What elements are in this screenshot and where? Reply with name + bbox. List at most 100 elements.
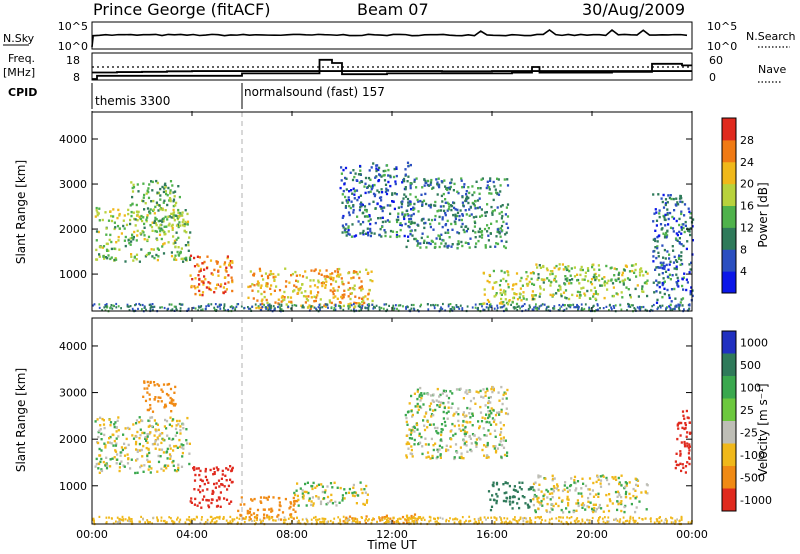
velocity-colorbar-frame	[721, 330, 737, 512]
data-cell	[348, 233, 351, 236]
ground-scatter-cell	[396, 518, 399, 521]
data-cell	[131, 233, 134, 236]
data-cell	[663, 292, 666, 296]
data-cell	[179, 250, 182, 254]
data-cell	[301, 492, 304, 495]
data-cell	[307, 305, 310, 309]
data-cell	[485, 445, 488, 448]
data-cell	[460, 179, 463, 182]
data-cell	[680, 251, 683, 254]
data-cell	[189, 231, 192, 234]
ground-scatter-cell	[315, 520, 318, 523]
data-cell	[386, 189, 390, 192]
ground-scatter-cell	[633, 307, 636, 310]
data-cell	[492, 445, 495, 448]
data-cell	[99, 428, 102, 431]
ground-scatter-cell	[523, 303, 526, 306]
data-cell	[196, 285, 199, 289]
data-cell	[424, 192, 427, 196]
data-cell	[151, 410, 155, 413]
ground-scatter-cell	[326, 303, 329, 306]
data-cell	[495, 191, 498, 194]
data-cell	[494, 445, 497, 448]
data-cell	[525, 298, 528, 301]
data-cell	[582, 482, 585, 485]
data-cell	[677, 203, 680, 206]
ground-scatter-cell	[504, 308, 507, 311]
data-cell	[399, 223, 402, 226]
data-cell	[502, 446, 506, 449]
data-cell	[225, 270, 228, 273]
data-cell	[201, 262, 204, 265]
data-cell	[274, 275, 277, 278]
data-cell	[366, 185, 369, 189]
data-cell	[411, 234, 414, 237]
data-cell	[176, 419, 179, 423]
data-cell	[668, 273, 671, 276]
ground-scatter-cell	[105, 303, 108, 306]
data-cell	[689, 216, 692, 219]
data-cell	[142, 444, 145, 448]
data-cell	[283, 296, 286, 299]
data-cell	[351, 192, 354, 195]
data-cell	[438, 395, 441, 398]
data-cell	[491, 494, 494, 497]
ground-scatter-cell	[663, 521, 666, 524]
data-cell	[168, 453, 172, 456]
data-cell	[481, 448, 484, 452]
data-cell	[442, 389, 445, 392]
data-cell	[335, 504, 338, 507]
data-cell	[172, 464, 175, 467]
data-cell	[446, 209, 449, 212]
data-cell	[661, 267, 664, 270]
ground-scatter-cell	[283, 519, 285, 522]
data-cell	[536, 500, 539, 503]
data-cell	[102, 460, 105, 464]
data-cell	[108, 238, 111, 242]
data-cell	[541, 504, 544, 507]
data-cell	[511, 507, 514, 510]
data-cell	[405, 209, 408, 213]
data-cell	[505, 206, 508, 209]
data-cell	[159, 396, 162, 399]
power-colorbar-tick: 20	[740, 178, 754, 191]
data-cell	[227, 484, 230, 488]
data-cell	[570, 282, 573, 285]
data-cell	[336, 273, 339, 276]
ground-scatter-cell	[422, 516, 425, 519]
data-cell	[543, 493, 546, 496]
data-cell	[281, 299, 285, 302]
ground-scatter-cell	[130, 518, 133, 521]
ground-scatter-cell	[380, 306, 383, 310]
data-cell	[436, 426, 439, 430]
data-cell	[411, 428, 414, 432]
data-cell	[600, 507, 603, 510]
data-cell	[157, 219, 160, 223]
data-cell	[550, 487, 553, 491]
data-cell	[256, 280, 260, 283]
data-cell	[487, 416, 490, 420]
data-cell	[433, 426, 437, 430]
data-cell	[580, 492, 583, 495]
data-cell	[429, 408, 432, 411]
power-colorbar-tick: 24	[740, 156, 754, 169]
ground-scatter-cell	[397, 520, 399, 523]
ground-scatter-cell	[201, 516, 203, 519]
data-cell	[512, 296, 515, 300]
ground-scatter-cell	[596, 303, 599, 306]
velocity-colorbar-swatch	[722, 376, 736, 399]
data-cell	[561, 263, 564, 266]
data-cell	[130, 458, 133, 461]
ground-scatter-cell	[405, 306, 407, 309]
data-cell	[136, 430, 139, 434]
data-cell	[177, 423, 180, 426]
data-cell	[169, 457, 172, 460]
power-colorbar-swatch	[722, 249, 736, 272]
data-cell	[500, 427, 503, 431]
data-cell	[378, 196, 382, 200]
data-cell	[224, 269, 227, 272]
data-cell	[564, 275, 567, 278]
data-cell	[173, 214, 176, 217]
data-cell	[205, 266, 209, 270]
data-cell	[213, 482, 216, 486]
